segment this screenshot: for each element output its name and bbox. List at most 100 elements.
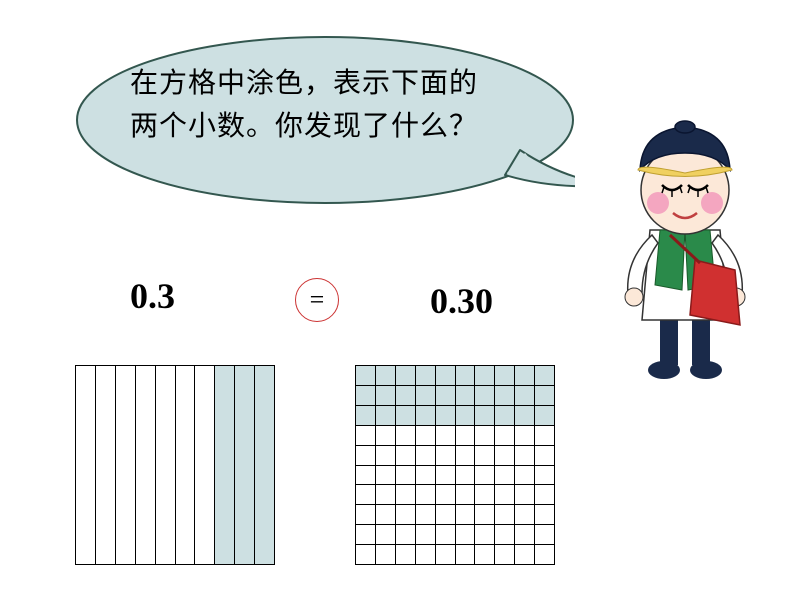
grid-cell — [495, 426, 515, 445]
grid-row — [356, 525, 554, 545]
grid-cell — [436, 446, 456, 465]
decimal-right-label: 0.30 — [430, 280, 493, 322]
grid-cell — [356, 525, 376, 544]
equals-sign: = — [310, 285, 325, 315]
grid-cell — [376, 466, 396, 485]
grid-cell — [356, 406, 376, 425]
grid-cell — [535, 446, 554, 465]
grid-cell — [475, 366, 495, 385]
grid-cell — [436, 505, 456, 524]
grid-cell — [396, 386, 416, 405]
grid-cell — [356, 545, 376, 564]
grid-cell — [456, 545, 476, 564]
grid-cell — [376, 426, 396, 445]
grid-column — [255, 366, 274, 564]
grid-cell — [515, 485, 535, 504]
grid-cell — [376, 386, 396, 405]
grid-column — [176, 366, 196, 564]
grid-cell — [376, 366, 396, 385]
grid-cell — [396, 406, 416, 425]
grid-cell — [535, 366, 554, 385]
grid-cell — [376, 446, 396, 465]
grid-cell — [515, 426, 535, 445]
grid-cell — [495, 366, 515, 385]
character-icon — [600, 115, 770, 385]
grid-cell — [535, 426, 554, 445]
grid-cell — [495, 485, 515, 504]
grid-cell — [515, 545, 535, 564]
grid-cell — [376, 545, 396, 564]
grid-cell — [495, 505, 515, 524]
grid-column — [156, 366, 176, 564]
grid-column — [215, 366, 235, 564]
grid-cell — [495, 406, 515, 425]
grid-column — [96, 366, 116, 564]
grid-cell — [535, 525, 554, 544]
grid-row — [356, 485, 554, 505]
grid-cell — [535, 386, 554, 405]
grid-cell — [416, 446, 436, 465]
speech-line1: 在方格中涂色，表示下面的 — [130, 68, 478, 99]
grid-cell — [356, 466, 376, 485]
grid-cell — [396, 426, 416, 445]
grid-cell — [456, 366, 476, 385]
grid-cell — [436, 386, 456, 405]
grid-row — [356, 446, 554, 466]
grid-cell — [475, 446, 495, 465]
grid-cell — [495, 446, 515, 465]
grid-cell — [436, 466, 456, 485]
grid-cell — [535, 466, 554, 485]
grid-cell — [475, 525, 495, 544]
grid-cell — [376, 525, 396, 544]
grid-cell — [396, 446, 416, 465]
grid-cell — [376, 485, 396, 504]
grid-cell — [416, 525, 436, 544]
grid-cell — [396, 466, 416, 485]
grid-column — [195, 366, 215, 564]
grid-cell — [515, 366, 535, 385]
grid-row — [356, 545, 554, 564]
grid-cell — [456, 446, 476, 465]
grid-cell — [515, 525, 535, 544]
grid-hundredths — [355, 365, 555, 565]
equals-circle: = — [295, 278, 339, 322]
speech-line2: 两个小数。你发现了什么？ — [130, 111, 478, 142]
grid-cell — [475, 545, 495, 564]
grid-cell — [436, 426, 456, 445]
grid-cell — [436, 545, 456, 564]
grid-cell — [416, 545, 436, 564]
speech-text: 在方格中涂色，表示下面的 两个小数。你发现了什么？ — [130, 62, 478, 149]
grid-row — [356, 426, 554, 446]
grid-cell — [416, 406, 436, 425]
grid-cell — [436, 366, 456, 385]
grid-row — [356, 466, 554, 486]
grid-column — [116, 366, 136, 564]
grid-row — [356, 505, 554, 525]
grid-cell — [475, 386, 495, 405]
grid-cell — [416, 505, 436, 524]
grid-cell — [495, 466, 515, 485]
grid-cell — [456, 406, 476, 425]
grid-cell — [416, 485, 436, 504]
grid-cell — [515, 386, 535, 405]
grid-cell — [515, 406, 535, 425]
grid-cell — [356, 426, 376, 445]
grid-cell — [416, 426, 436, 445]
grid-cell — [436, 525, 456, 544]
grid-cell — [376, 505, 396, 524]
grid-cell — [535, 545, 554, 564]
grid-cell — [456, 466, 476, 485]
grid-column — [235, 366, 255, 564]
grid-cell — [535, 505, 554, 524]
grid-row — [356, 406, 554, 426]
grid-column — [76, 366, 96, 564]
grid-row — [356, 386, 554, 406]
grid-cell — [416, 366, 436, 385]
decimal-left-label: 0.3 — [130, 275, 175, 317]
grid-cell — [475, 406, 495, 425]
grid-cell — [495, 525, 515, 544]
grid-row — [356, 366, 554, 386]
grid-cell — [456, 386, 476, 405]
grid-cell — [396, 505, 416, 524]
grid-cell — [356, 446, 376, 465]
